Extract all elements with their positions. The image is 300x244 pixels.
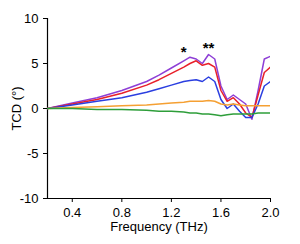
- svg-text:0.8: 0.8: [113, 205, 131, 220]
- svg-text:*: *: [181, 43, 187, 60]
- svg-text:-10: -10: [20, 191, 39, 206]
- svg-text:**: **: [203, 39, 215, 56]
- svg-text:-5: -5: [27, 146, 39, 161]
- svg-text:1.2: 1.2: [162, 205, 180, 220]
- svg-text:10: 10: [24, 11, 38, 26]
- svg-text:Frequency (THz): Frequency (THz): [110, 219, 208, 234]
- svg-text:2.0: 2.0: [261, 205, 279, 220]
- svg-text:0: 0: [31, 101, 38, 116]
- svg-text:TCD (°): TCD (°): [9, 86, 24, 130]
- svg-text:0.4: 0.4: [63, 205, 81, 220]
- svg-text:1.6: 1.6: [212, 205, 230, 220]
- svg-text:5: 5: [31, 56, 38, 71]
